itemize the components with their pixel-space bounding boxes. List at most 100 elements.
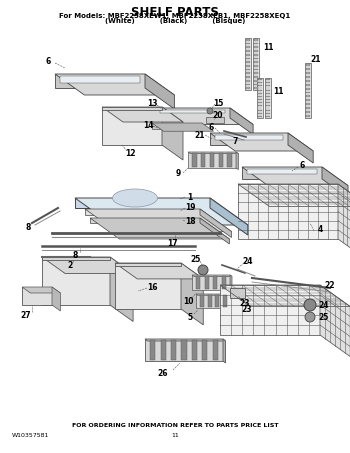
Polygon shape	[220, 285, 320, 335]
Polygon shape	[85, 209, 231, 231]
Polygon shape	[155, 108, 230, 118]
Text: SHELF PARTS: SHELF PARTS	[131, 6, 219, 19]
Polygon shape	[152, 123, 214, 131]
Bar	[246, 54, 250, 56]
Polygon shape	[85, 209, 200, 215]
Bar	[258, 113, 262, 114]
Polygon shape	[238, 184, 338, 239]
Polygon shape	[192, 340, 197, 360]
Bar	[246, 72, 250, 74]
Polygon shape	[193, 153, 197, 167]
Polygon shape	[171, 340, 176, 360]
Bar	[266, 107, 270, 108]
Bar	[266, 113, 270, 114]
Bar	[254, 87, 258, 89]
Polygon shape	[227, 153, 232, 167]
Bar	[246, 87, 250, 89]
Polygon shape	[150, 340, 155, 360]
Polygon shape	[212, 340, 218, 360]
Text: 7: 7	[232, 136, 238, 145]
Bar	[254, 76, 258, 78]
Bar	[266, 87, 270, 88]
Polygon shape	[42, 257, 110, 260]
Polygon shape	[52, 287, 61, 311]
Polygon shape	[210, 198, 248, 235]
Polygon shape	[192, 275, 230, 290]
Text: 26: 26	[158, 368, 168, 377]
Polygon shape	[102, 107, 162, 145]
Bar	[230, 288, 245, 298]
Polygon shape	[196, 294, 231, 308]
Bar	[258, 99, 262, 100]
Circle shape	[198, 265, 208, 275]
Bar	[266, 79, 270, 80]
Polygon shape	[60, 76, 140, 83]
Text: 2: 2	[67, 260, 73, 270]
Polygon shape	[223, 339, 225, 363]
Bar	[246, 65, 250, 67]
Bar	[206, 117, 224, 123]
Polygon shape	[222, 276, 226, 289]
Polygon shape	[200, 218, 229, 244]
Bar	[254, 72, 258, 74]
Bar	[254, 39, 258, 41]
Text: 6: 6	[46, 57, 51, 66]
Text: 6: 6	[208, 122, 214, 131]
Bar	[257, 78, 263, 118]
Polygon shape	[215, 135, 283, 140]
Bar	[152, 123, 202, 129]
Bar	[253, 38, 259, 90]
Bar	[254, 69, 258, 70]
Bar	[266, 102, 270, 103]
Text: 6: 6	[299, 162, 304, 170]
Bar	[306, 72, 310, 74]
Polygon shape	[216, 295, 219, 307]
Polygon shape	[42, 257, 133, 274]
Text: 8: 8	[72, 251, 78, 260]
Polygon shape	[161, 340, 166, 360]
Bar	[254, 83, 258, 85]
Text: 25: 25	[319, 313, 329, 322]
Bar	[306, 80, 310, 82]
Bar	[258, 102, 262, 103]
Polygon shape	[188, 152, 238, 154]
Bar	[246, 76, 250, 78]
Bar	[254, 50, 258, 52]
Ellipse shape	[112, 189, 158, 207]
Bar	[305, 63, 311, 118]
Polygon shape	[320, 285, 350, 357]
Bar	[258, 85, 262, 86]
Text: 20: 20	[213, 111, 223, 120]
Polygon shape	[75, 198, 210, 208]
Polygon shape	[55, 74, 145, 88]
Text: 16: 16	[147, 283, 157, 291]
Bar	[246, 61, 250, 63]
Polygon shape	[162, 107, 183, 160]
Polygon shape	[115, 263, 203, 279]
Bar	[266, 96, 270, 97]
Bar	[246, 50, 250, 52]
Polygon shape	[210, 133, 313, 151]
Polygon shape	[201, 153, 205, 167]
Circle shape	[305, 312, 315, 322]
Bar	[306, 107, 310, 109]
Polygon shape	[90, 218, 229, 239]
Text: 23: 23	[242, 305, 252, 314]
Polygon shape	[145, 74, 174, 109]
Text: 27: 27	[21, 310, 31, 319]
Bar	[266, 99, 270, 100]
Polygon shape	[218, 153, 223, 167]
Text: 21: 21	[195, 130, 205, 140]
Bar	[306, 84, 310, 86]
Polygon shape	[210, 153, 214, 167]
Bar	[246, 46, 250, 48]
Bar	[245, 38, 251, 90]
Bar	[254, 43, 258, 44]
Polygon shape	[188, 152, 236, 168]
Polygon shape	[322, 167, 348, 198]
Text: W10357581: W10357581	[12, 433, 49, 438]
Text: 1: 1	[187, 193, 192, 202]
Bar	[258, 107, 262, 108]
Circle shape	[207, 108, 213, 114]
Text: (White)          (Black)          (Bisque): (White) (Black) (Bisque)	[105, 18, 245, 24]
